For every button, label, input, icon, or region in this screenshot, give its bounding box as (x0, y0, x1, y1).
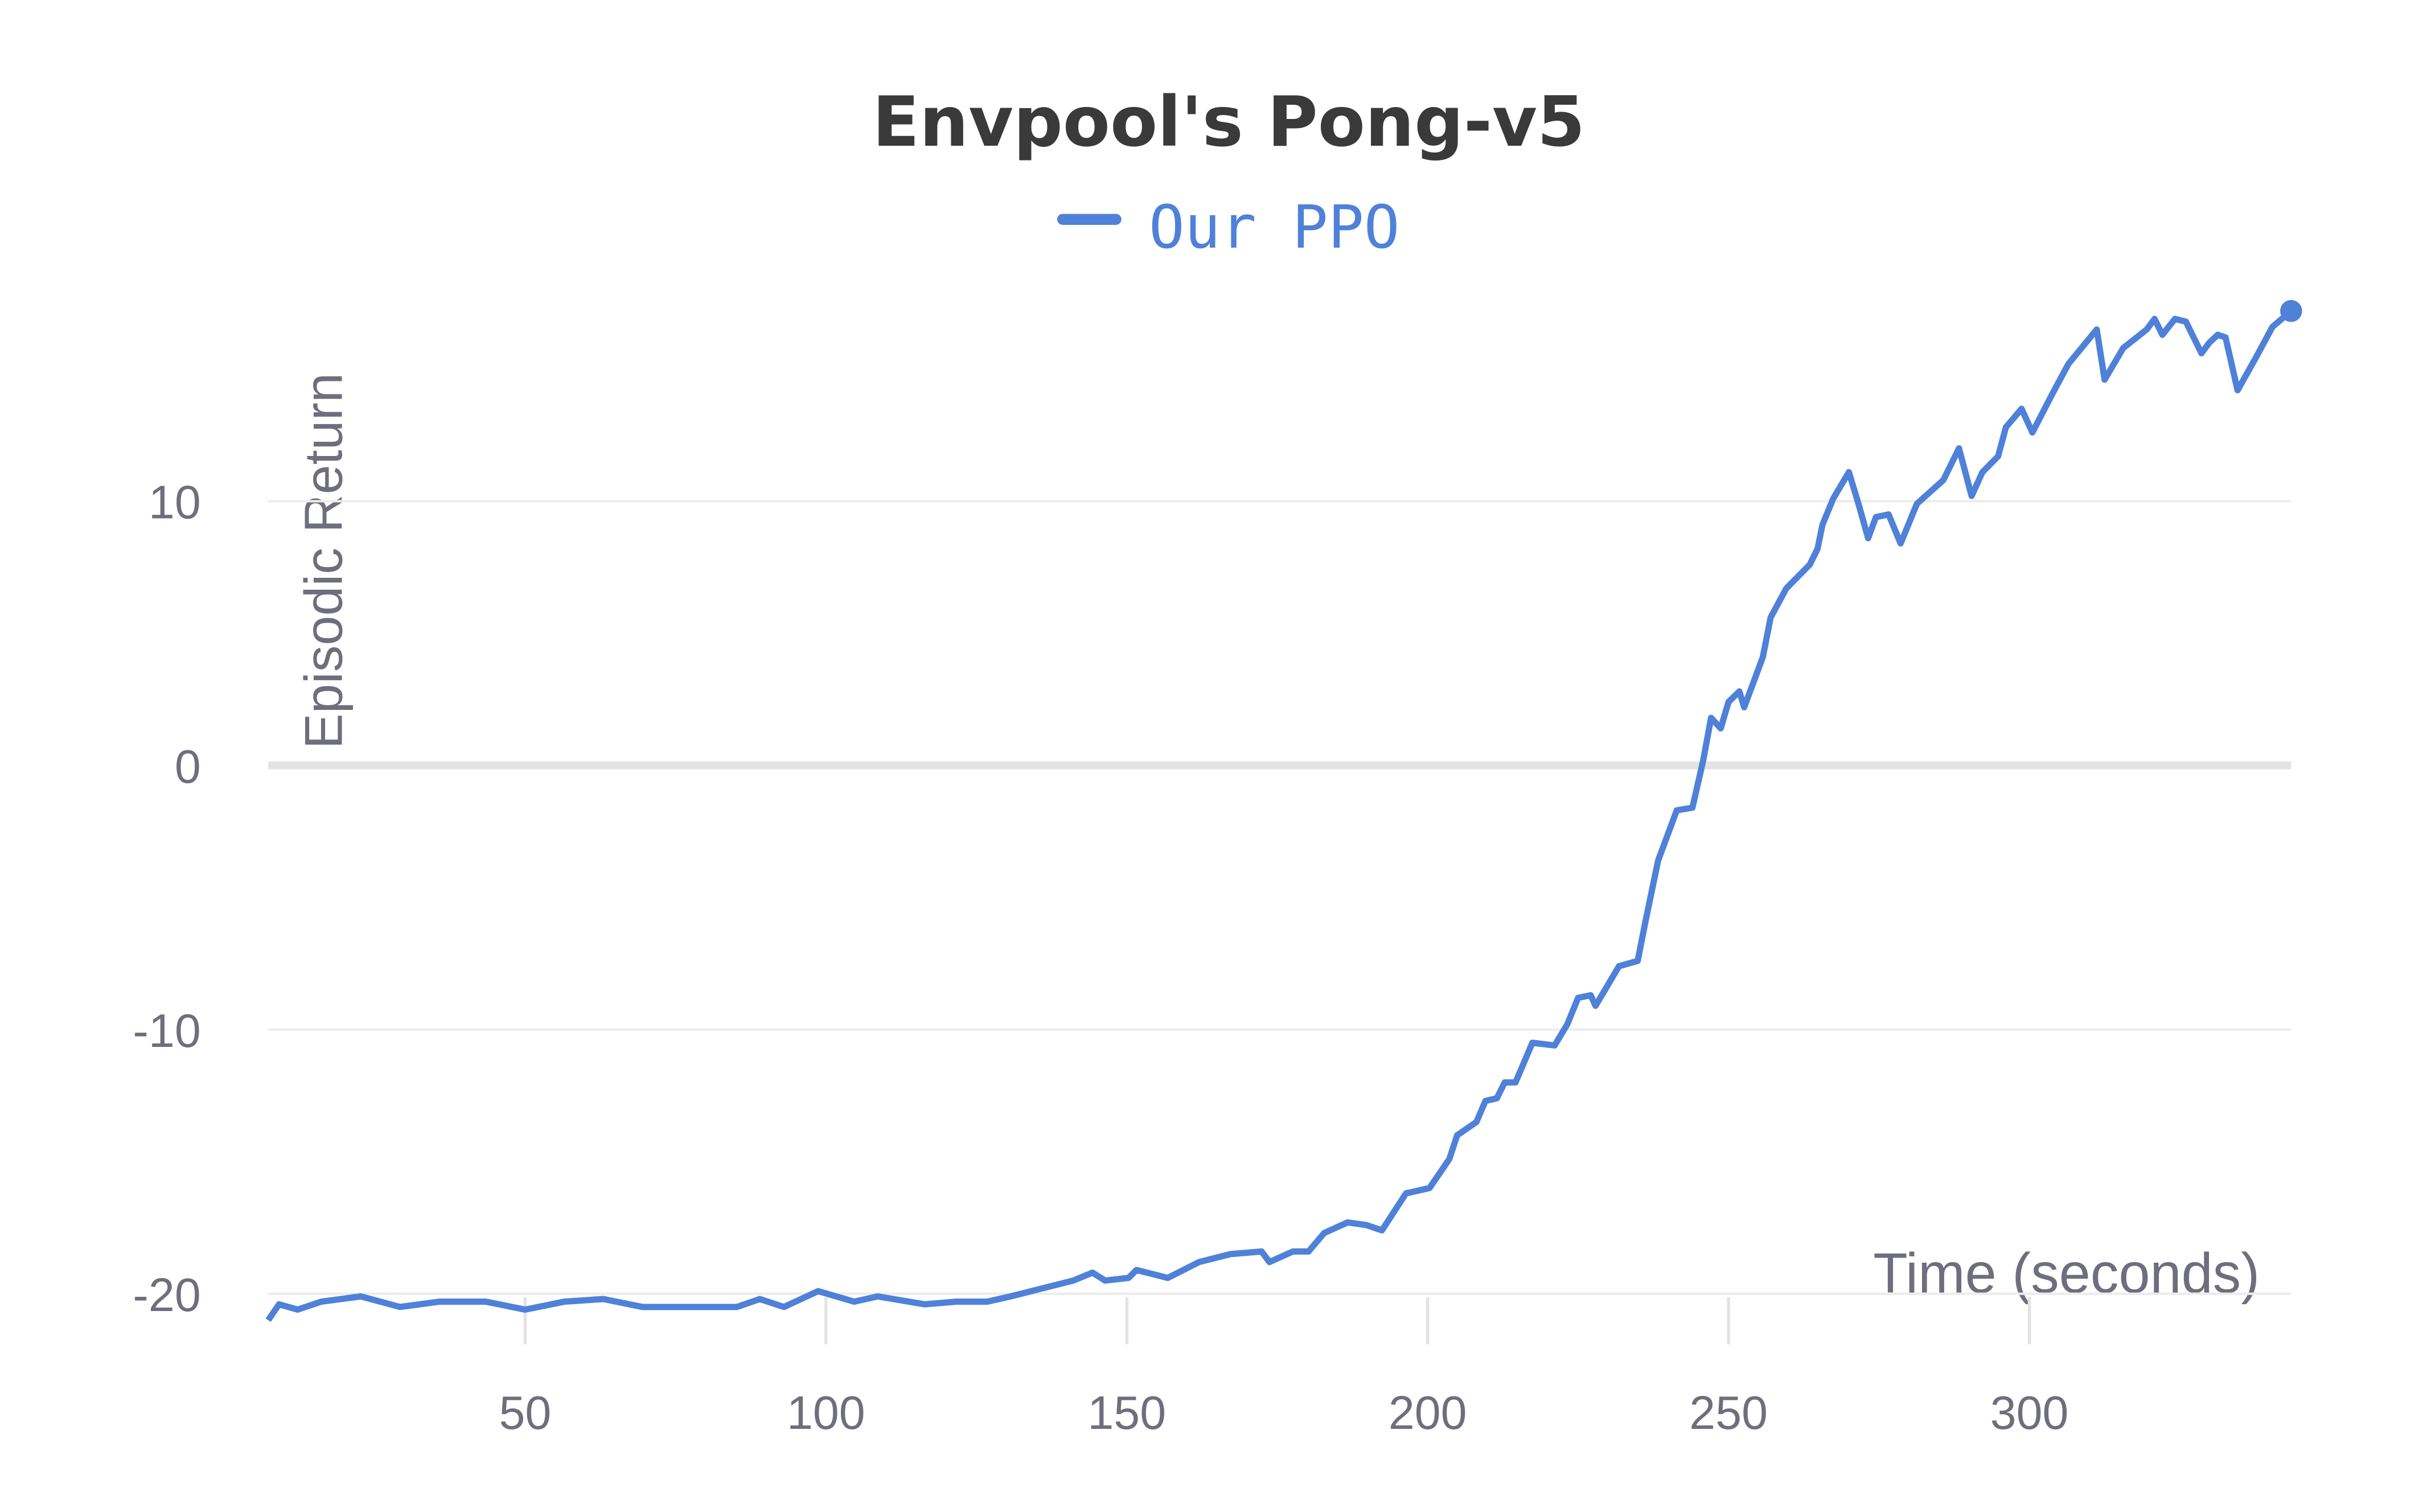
x-tick-label: 50 (499, 1387, 551, 1439)
x-tick-label: 150 (1087, 1387, 1166, 1439)
x-tick-label: 100 (787, 1387, 865, 1439)
y-axis-label: Episodic Return (293, 373, 353, 749)
x-tick-label: 250 (1689, 1387, 1768, 1439)
x-axis-label: Time (seconds) (1873, 1242, 2260, 1305)
data-line (265, 309, 2293, 1322)
legend-label: Our PPO (1149, 192, 1400, 262)
legend: Our PPO (1057, 192, 1400, 262)
y-tick-label: 10 (149, 476, 201, 529)
x-tick-label: 200 (1389, 1387, 1467, 1439)
chart-title: Envpool's Pong-v5 (872, 82, 1585, 162)
y-tick-label: 0 (175, 741, 201, 793)
end-point (2280, 300, 2302, 322)
y-tick-label: -20 (133, 1269, 200, 1321)
y-tick-label: -10 (133, 1005, 200, 1057)
x-tick-label: 300 (1990, 1387, 2069, 1439)
